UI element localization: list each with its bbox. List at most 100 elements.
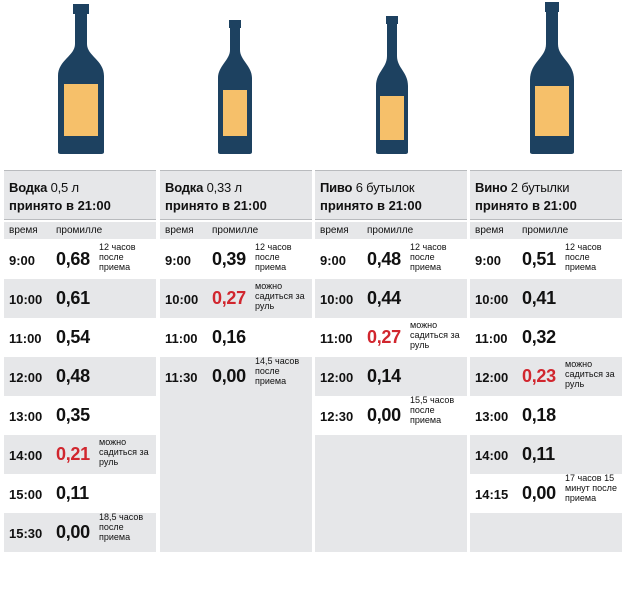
table-row: 11:00 0,32: [470, 318, 622, 357]
row-time: 10:00: [165, 292, 199, 307]
promille-value: 0,00: [212, 366, 246, 386]
table-row: 15:30 0,00 18,5 часов после приема: [4, 512, 156, 552]
promille-value: 0,21: [56, 444, 90, 464]
row-time: 11:00: [9, 331, 42, 346]
row-time: 9:00: [165, 253, 192, 268]
drink-amount: 0,33 л: [206, 180, 243, 195]
row-note: можно садиться за руль: [565, 359, 615, 389]
sobering-table: Водка 0,5 л принято в 21:00 время промилле 9…: [4, 170, 624, 588]
table-row: 9:00 0,51 12 часов после приема: [470, 240, 622, 279]
promille-value: 0,11: [56, 483, 89, 503]
drink-title: Вино 2 бутылки: [475, 180, 570, 195]
infographic: Водка 0,5 л принято в 21:00 время промилле 9…: [4, 2, 624, 590]
promille-header: промилле: [56, 225, 103, 236]
promille-value: 0,00: [522, 483, 556, 503]
row-note: 12 часов после приема: [565, 242, 602, 272]
vodka-033-bottle-icon: [216, 20, 254, 154]
column-header: Пиво 6 бутылок принято в 21:00: [315, 170, 467, 220]
drink-amount: 0,5 л: [50, 180, 79, 195]
row-time: 11:30: [165, 370, 198, 385]
drink-column: Вино 2 бутылки принято в 21:00 время промил…: [470, 170, 622, 588]
table-row: 14:15 0,00 17 часов 15 минут после приема: [470, 473, 622, 513]
promille-value: 0,23: [522, 366, 556, 386]
column-header: Водка 0,33 л принято в 21:00: [160, 170, 312, 220]
promille-value: 0,27: [212, 288, 246, 308]
promille-header: промилле: [367, 225, 414, 236]
time-header: время: [320, 225, 349, 236]
promille-value: 0,35: [56, 405, 90, 425]
promille-value: 0,41: [522, 288, 556, 308]
row-time: 14:15: [475, 487, 509, 502]
empty-row: [160, 474, 312, 513]
bottle-illustrations: [4, 2, 624, 170]
promille-value: 0,11: [522, 444, 555, 464]
row-note: можно садиться за руль: [410, 320, 460, 350]
column-subheader: время промилле: [470, 222, 622, 239]
row-time: 12:30: [320, 409, 354, 424]
row-time: 12:00: [320, 370, 354, 385]
table-row: 13:00 0,35: [4, 396, 156, 435]
row-time: 11:00: [475, 331, 508, 346]
row-time: 15:30: [9, 526, 43, 541]
beer-bottle-icon: [374, 16, 410, 154]
row-note: можно садиться за руль: [99, 437, 149, 467]
row-time: 12:00: [9, 370, 43, 385]
row-time: 14:00: [475, 448, 509, 463]
table-row: 11:30 0,00 14,5 часов после приема: [160, 356, 312, 396]
column-header: Вино 2 бутылки принято в 21:00: [470, 170, 622, 220]
empty-row: [315, 474, 467, 513]
row-time: 11:00: [320, 331, 353, 346]
promille-value: 0,27: [367, 327, 401, 347]
taken-time: принято в 21:00: [9, 198, 111, 213]
row-time: 11:00: [165, 331, 198, 346]
time-header: время: [475, 225, 504, 236]
drink-column: Пиво 6 бутылок принято в 21:00 время промил…: [315, 170, 467, 588]
promille-value: 0,39: [212, 249, 246, 269]
drink-amount: 6 бутылок: [355, 180, 415, 195]
row-note: 14,5 часов после приема: [255, 356, 300, 386]
table-row: 14:00 0,21 можно садиться за руль: [4, 435, 156, 474]
row-note: можно садиться за руль: [255, 281, 305, 311]
promille-value: 0,54: [56, 327, 90, 347]
promille-value: 0,00: [367, 405, 401, 425]
row-time: 13:00: [9, 409, 43, 424]
drink-title: Водка 0,5 л: [9, 180, 79, 195]
column-subheader: время промилле: [315, 222, 467, 239]
drink-title: Водка 0,33 л: [165, 180, 242, 195]
row-note: 18,5 часов после приема: [99, 512, 144, 542]
table-row: 9:00 0,68 12 часов после приема: [4, 240, 156, 279]
taken-time: принято в 21:00: [475, 198, 577, 213]
drink-column: Водка 0,5 л принято в 21:00 время промилле 9…: [4, 170, 156, 588]
row-note: 12 часов после приема: [255, 242, 292, 272]
table-row: 10:00 0,61: [4, 279, 156, 318]
row-time: 9:00: [9, 253, 36, 268]
row-time: 13:00: [475, 409, 509, 424]
promille-value: 0,68: [56, 249, 90, 269]
row-note: 17 часов 15 минут после приема: [565, 473, 617, 503]
table-row: 12:00 0,48: [4, 357, 156, 396]
promille-value: 0,44: [367, 288, 401, 308]
row-time: 15:00: [9, 487, 43, 502]
table-row: 12:00 0,14: [315, 357, 467, 396]
drink-name: Пиво: [320, 180, 353, 195]
time-header: время: [165, 225, 194, 236]
table-row: 15:00 0,11: [4, 474, 156, 513]
promille-header: промилле: [212, 225, 259, 236]
drink-title: Пиво 6 бутылок: [320, 180, 415, 195]
table-row: 9:00 0,39 12 часов после приема: [160, 240, 312, 279]
row-note: 12 часов после приема: [99, 242, 136, 272]
row-time: 10:00: [320, 292, 354, 307]
promille-value: 0,51: [522, 249, 556, 269]
row-time: 9:00: [475, 253, 502, 268]
promille-value: 0,18: [522, 405, 556, 425]
promille-value: 0,00: [56, 522, 90, 542]
vodka-05-bottle-icon: [56, 4, 106, 154]
row-time: 10:00: [475, 292, 509, 307]
column-subheader: время промилле: [4, 222, 156, 239]
empty-row: [315, 435, 467, 474]
drink-amount: 2 бутылки: [510, 180, 570, 195]
row-note: 12 часов после приема: [410, 242, 447, 272]
column-header: Водка 0,5 л принято в 21:00: [4, 170, 156, 220]
column-subheader: время промилле: [160, 222, 312, 239]
row-time: 14:00: [9, 448, 43, 463]
